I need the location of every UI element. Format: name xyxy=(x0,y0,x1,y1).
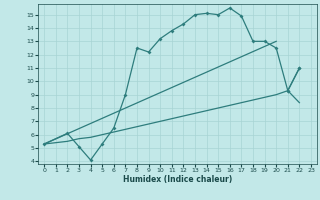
X-axis label: Humidex (Indice chaleur): Humidex (Indice chaleur) xyxy=(123,175,232,184)
